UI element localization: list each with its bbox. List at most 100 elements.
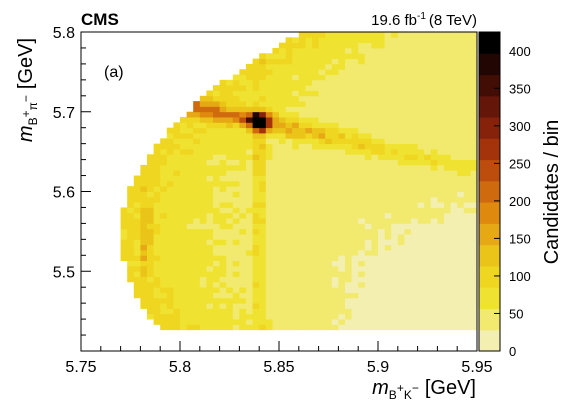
heatmap-cell — [417, 159, 425, 166]
heatmap-cell — [312, 186, 319, 192]
heatmap-cell — [411, 223, 418, 230]
heatmap-cell — [437, 159, 445, 166]
heatmap-cell — [232, 292, 240, 299]
heatmap-cell — [239, 85, 247, 91]
heatmap-cell — [232, 228, 240, 235]
heatmap-cell — [206, 308, 214, 315]
heatmap-cell — [384, 69, 392, 75]
heatmap-cell — [133, 212, 141, 219]
heatmap-cell — [404, 223, 412, 230]
heatmap-cell — [193, 308, 201, 315]
heatmap-cell — [358, 271, 366, 277]
heatmap-cell — [411, 186, 418, 192]
heatmap-cell — [272, 244, 280, 251]
heatmap-cell — [331, 255, 339, 262]
heatmap-cell — [180, 127, 187, 134]
heatmap-cell — [351, 276, 359, 283]
heatmap-cell — [384, 297, 392, 304]
heatmap-cell — [305, 164, 313, 171]
heatmap-cell — [404, 313, 412, 320]
heatmap-cell — [325, 287, 333, 293]
heatmap-cell — [298, 297, 306, 304]
heatmap-cell — [193, 143, 201, 150]
heatmap-cell — [331, 228, 339, 235]
heatmap-cell — [437, 186, 445, 192]
heatmap-cell — [292, 218, 300, 224]
heatmap-cell — [232, 244, 240, 251]
heatmap-cell — [411, 63, 418, 70]
heatmap-cell — [199, 170, 207, 176]
heatmap-cell — [226, 159, 234, 166]
heatmap-cell — [318, 85, 326, 91]
color-scale-step — [479, 32, 500, 54]
heatmap-cell — [437, 37, 445, 44]
heatmap-cell — [292, 58, 300, 65]
heatmap-cell — [444, 127, 451, 134]
heatmap-cell — [259, 324, 267, 331]
heatmap-cell — [199, 212, 207, 219]
heatmap-cell — [457, 74, 465, 81]
heatmap-cell — [213, 218, 220, 224]
heatmap-cell — [417, 101, 425, 107]
heatmap-cell — [180, 207, 187, 214]
heatmap-cell — [305, 37, 313, 44]
heatmap-cell — [430, 196, 438, 203]
heatmap-cell — [345, 122, 352, 129]
heatmap-cell — [411, 303, 418, 309]
heatmap-cell — [199, 196, 207, 203]
heatmap-cell — [384, 212, 392, 219]
heatmap-cell — [180, 133, 187, 139]
heatmap-cell — [424, 292, 432, 299]
heatmap-cell — [285, 218, 293, 224]
heatmap-cell — [457, 255, 465, 262]
heatmap-cell — [331, 69, 339, 75]
heatmap-cell — [470, 170, 478, 176]
heatmap-cell — [318, 218, 326, 224]
heatmap-cell — [450, 281, 458, 288]
heatmap-cell — [391, 133, 399, 139]
heatmap-cell — [193, 207, 201, 214]
heatmap-cell — [364, 58, 372, 65]
heatmap-cell — [358, 74, 366, 81]
heatmap-cell — [232, 303, 240, 309]
heatmap-cell — [444, 170, 451, 176]
heatmap-cell — [444, 154, 451, 160]
heatmap-cell — [160, 276, 168, 283]
heatmap-cell — [424, 175, 432, 182]
heatmap-cell — [358, 223, 366, 230]
heatmap-cell — [325, 63, 333, 70]
heatmap-cell — [457, 148, 465, 155]
heatmap-cell — [272, 159, 280, 166]
heatmap-cell — [331, 138, 339, 145]
heatmap-cell — [219, 265, 227, 272]
heatmap-cell — [259, 122, 267, 129]
heatmap-cell — [193, 324, 201, 331]
heatmap-cell — [219, 218, 227, 224]
heatmap-cell — [424, 186, 432, 192]
heatmap-cell — [411, 95, 418, 102]
heatmap-cell — [318, 297, 326, 304]
heatmap-cell — [384, 223, 392, 230]
heatmap-cell — [199, 95, 207, 102]
heatmap-cell — [397, 69, 405, 75]
heatmap-cell — [199, 111, 207, 118]
heatmap-cell — [193, 175, 201, 182]
heatmap-cell — [298, 122, 306, 129]
heatmap-cell — [457, 69, 465, 75]
heatmap-cell — [133, 239, 141, 246]
heatmap-cell — [305, 148, 313, 155]
heatmap-cell — [463, 122, 471, 129]
heatmap-cell — [411, 260, 418, 267]
heatmap-cell — [140, 191, 148, 198]
heatmap-cell — [351, 111, 359, 118]
heatmap-cell — [444, 175, 451, 182]
heatmap-cell — [450, 148, 458, 155]
heatmap-cell — [153, 175, 161, 182]
heatmap-cell — [252, 287, 260, 293]
heatmap-cell — [345, 249, 352, 256]
heatmap-cell — [265, 164, 273, 171]
heatmap-cell — [298, 196, 306, 203]
heatmap-cell — [305, 255, 313, 262]
heatmap-cell — [213, 292, 220, 299]
heatmap-cell — [239, 186, 247, 192]
